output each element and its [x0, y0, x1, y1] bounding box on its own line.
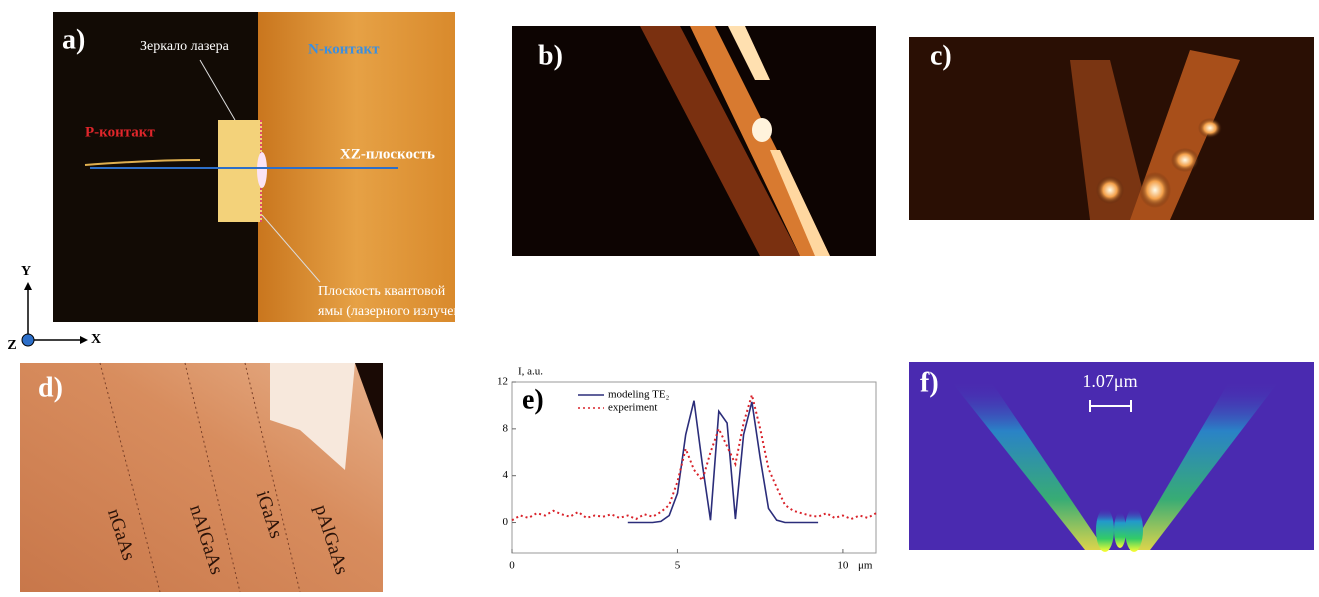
panel-label: a) [62, 24, 85, 55]
panel-label: d) [38, 372, 63, 403]
series-line [628, 401, 818, 523]
panel-a: a) Зеркало лазера N-контакт P-контакт XZ… [53, 12, 480, 322]
laser-chip [218, 120, 262, 222]
y-axis-label: I, a.u. [518, 366, 543, 378]
panel-label: f) [920, 367, 939, 398]
hot-spot [1139, 172, 1171, 208]
panel-label: b) [538, 40, 563, 71]
panel-label: c) [930, 40, 952, 71]
field-lobe [1096, 508, 1114, 552]
panel-label: e) [522, 384, 544, 415]
axis-name: Z [7, 338, 16, 353]
hot-spot [752, 118, 772, 142]
y-tick-label: 4 [503, 469, 509, 481]
panel-f: 1.07μm f) [909, 362, 1314, 552]
annotation: Зеркало лазера [140, 39, 230, 54]
panel-b: b) [512, 26, 876, 256]
x-tick-label: 0 [509, 560, 515, 572]
figure: a) Зеркало лазера N-контакт P-контакт XZ… [0, 0, 1319, 592]
axis-name: X [91, 332, 101, 347]
legend-label: modeling TE₂ [608, 389, 670, 401]
y-tick-label: 12 [497, 376, 508, 388]
panel-e: I, a.u. μm e) 0 5 10 0 4 8 12 modeling TE₂exper… [497, 366, 876, 572]
arrowhead [24, 282, 32, 290]
panel-c: c) [909, 37, 1314, 220]
field-lobe [1125, 508, 1143, 552]
x-axis-unit: μm [858, 560, 873, 572]
annotation: N-контакт [308, 41, 380, 57]
x-tick-label: 10 [837, 560, 849, 572]
panel-d: d) nGaAs nAlGaAs iGaAs pAlGaAs [20, 363, 383, 592]
y-tick-label: 0 [503, 516, 509, 528]
annotation: ямы (лазерного излучения) [318, 304, 480, 319]
hot-spot [1171, 148, 1199, 172]
scale-label: 1.07μm [1082, 371, 1137, 391]
z-symbol [22, 334, 34, 346]
arrowhead [80, 336, 88, 344]
series-line [512, 395, 876, 520]
emission-spot [257, 152, 267, 188]
field-lobe [1114, 512, 1126, 548]
annotation: XZ-плоскость [340, 146, 435, 162]
annotation: P-контакт [85, 124, 155, 140]
x-tick-label: 5 [675, 560, 681, 572]
axis-name: Y [21, 264, 31, 279]
hot-spot [1096, 176, 1124, 204]
y-tick-label: 8 [503, 422, 509, 434]
legend-label: experiment [608, 402, 657, 414]
hot-spot [1198, 118, 1222, 138]
plot-frame [512, 382, 876, 553]
annotation: Плоскость квантовой [318, 284, 446, 299]
